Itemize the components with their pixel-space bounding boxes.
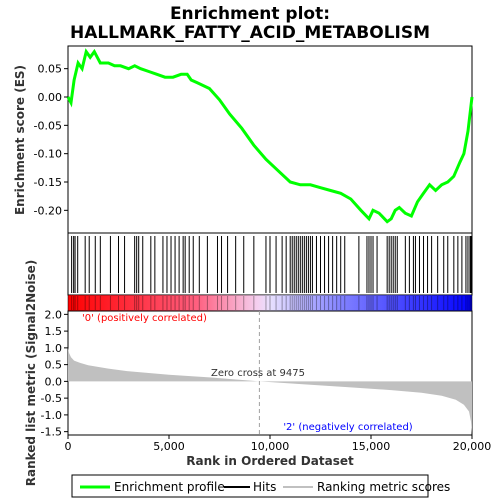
metric-y-tick-label: 1.0 <box>45 342 63 355</box>
x-tick-label: 10,000 <box>251 440 290 453</box>
rank-color-bar <box>67 294 473 312</box>
es-y-tick-label: 0.05 <box>38 63 63 76</box>
metric-y-tick-label: -0.5 <box>41 392 62 405</box>
metric-y-tick-label: -1.5 <box>41 426 62 439</box>
metric-y-tick-label: 0.0 <box>45 375 63 388</box>
es-y-ticks: 0.05 0.00 -0.05 -0.10 -0.15 -0.20 <box>34 63 68 217</box>
es-panel-frame <box>67 45 473 234</box>
chart-title-line1: Enrichment plot: <box>170 4 330 24</box>
x-tick-label: 5,000 <box>153 440 185 453</box>
es-y-tick-label: -0.20 <box>34 204 62 217</box>
hits-panel <box>67 232 473 296</box>
metric-y-tick-label: 2.0 <box>45 308 63 321</box>
legend: Enrichment profile Hits Ranking metric s… <box>71 474 450 498</box>
legend-label-hits: Hits <box>253 480 276 494</box>
hit-lines <box>71 236 472 293</box>
x-axis-label: Rank in Ordered Dataset <box>186 454 354 468</box>
positive-correlation-label: '0' (positively correlated) <box>82 313 207 324</box>
x-tick-label: 0 <box>65 440 72 453</box>
x-tick-label: 20,000 <box>453 440 492 453</box>
enrichment-profile-line <box>66 48 474 224</box>
es-y-tick-label: -0.10 <box>34 148 62 161</box>
es-panel: 0.05 0.00 -0.05 -0.10 -0.15 -0.20 Enrichment … <box>13 45 474 234</box>
negative-correlation-label: '2' (negatively correlated) <box>283 422 412 433</box>
metric-y-tick-label: -1.0 <box>41 409 62 422</box>
chart-title-line2: HALLMARK_FATTY_ACID_METABOLISM <box>70 23 430 43</box>
metric-panel: 2.0 1.5 1.0 0.5 0.0 -0.5 -1.0 -1.5 '0' (positiv… <box>24 260 473 487</box>
legend-label-enrichment-profile: Enrichment profile <box>114 480 225 494</box>
x-axis-ticks: 0 5,000 10,000 15,000 20,000 <box>65 435 492 453</box>
metric-y-tick-label: 0.5 <box>45 359 63 372</box>
es-y-tick-label: -0.05 <box>34 119 62 132</box>
metric-panel-frame <box>67 310 473 436</box>
es-y-tick-label: 0.00 <box>38 91 63 104</box>
metric-y-axis-label: Ranked list metric (Signal2Noise) <box>24 260 38 487</box>
zero-cross-label: Zero cross at 9475 <box>211 368 305 379</box>
es-y-tick-label: -0.15 <box>34 176 62 189</box>
metric-y-ticks: 2.0 1.5 1.0 0.5 0.0 -0.5 -1.0 -1.5 <box>41 308 68 439</box>
es-y-axis-label: Enrichment score (ES) <box>13 65 27 215</box>
metric-y-tick-label: 1.5 <box>45 325 63 338</box>
color-bar-hit-marks <box>71 296 472 310</box>
legend-label-ranking-metric: Ranking metric scores <box>317 480 450 494</box>
x-tick-label: 15,000 <box>352 440 391 453</box>
